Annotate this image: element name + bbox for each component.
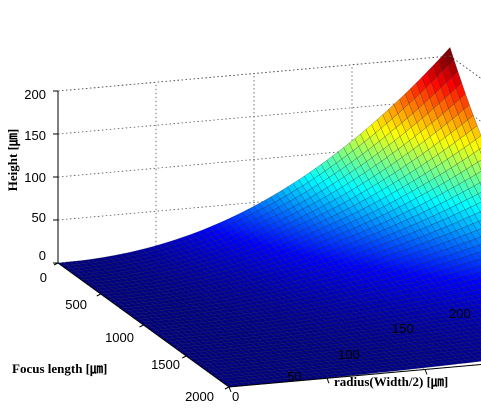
x-tick-label: 150 (392, 321, 414, 336)
surface-facet (471, 272, 481, 279)
surface-facet (473, 265, 481, 273)
x-tick-mark (228, 386, 232, 393)
surface-facet (477, 159, 481, 170)
surface-facet (471, 252, 481, 261)
surface-facet (474, 182, 481, 195)
y-tick-mark (182, 355, 187, 359)
surface-facet (473, 244, 481, 253)
surface-facet (477, 271, 481, 277)
surface-facet (471, 162, 481, 175)
y-tick-mark (139, 324, 144, 328)
box-edge (57, 55, 451, 92)
surface-facet (475, 236, 481, 246)
x-tick-label: 200 (449, 306, 471, 321)
surface-mesh (57, 47, 481, 388)
y-tick-label: 500 (65, 297, 87, 312)
x-tick-label: 50 (287, 369, 301, 384)
z-tick-label: 0 (39, 248, 46, 263)
x-tick-label: 0 (232, 389, 239, 404)
surface-facet (474, 211, 481, 222)
y-tick-mark (224, 386, 230, 390)
y-tick-label: 1500 (151, 357, 180, 372)
surface-facet (475, 258, 481, 266)
surface-facet (471, 125, 481, 140)
grid-line (57, 184, 451, 221)
surface-facet (477, 251, 481, 259)
z-tick-label: 200 (24, 87, 46, 102)
y-tick-label: 0 (40, 270, 47, 285)
z-tick-label: 100 (24, 170, 46, 185)
y-tick-label: 1000 (105, 330, 134, 345)
x-tick-label: 100 (338, 347, 360, 362)
x-tick-mark (326, 378, 330, 384)
surface-facet (475, 171, 481, 183)
y-tick-label: 2000 (185, 389, 214, 404)
surface-facet (478, 220, 481, 226)
x-axis-label: radius(Width/2) [㎛] (334, 374, 448, 390)
y-axis-label: Focus length [㎛] (12, 361, 107, 377)
surface-facet (476, 201, 481, 212)
surface-facet (472, 221, 481, 231)
z-tick-label: 50 (32, 210, 46, 225)
z-axis-label: Height [㎛] (5, 129, 21, 191)
surface-facet (475, 277, 481, 284)
grid-line (57, 141, 451, 178)
y-tick-mark (96, 293, 101, 297)
surface-facet (472, 193, 481, 205)
z-tick-labels: 0 50 100 150 200 (24, 87, 46, 263)
z-tick-label: 150 (24, 128, 46, 143)
surface-facet (473, 149, 481, 163)
surface-facet (475, 135, 481, 150)
